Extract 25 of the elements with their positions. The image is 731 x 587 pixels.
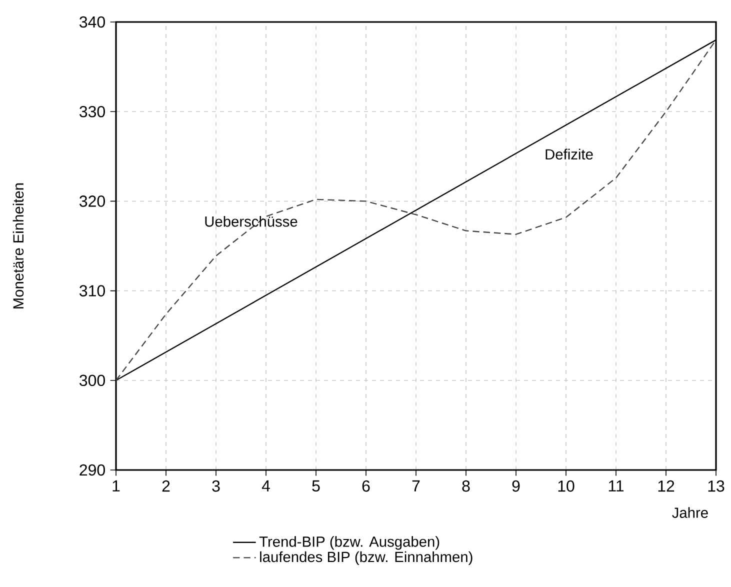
x-tick-label: 4: [262, 480, 270, 492]
x-tick-label: 8: [462, 480, 470, 492]
y-tick-label: 340: [80, 16, 105, 28]
x-tick-label: 9: [512, 480, 520, 492]
x-tick-label: 7: [412, 480, 420, 492]
x-tick-label: 5: [312, 480, 320, 492]
x-tick-label: 1: [112, 480, 120, 492]
x-tick-label: 6: [362, 480, 370, 492]
x-tick-label: 13: [708, 480, 724, 492]
y-axis-title: Monetäre Einheiten: [12, 183, 24, 308]
y-tick-label: 330: [80, 106, 105, 118]
y-tick-label: 290: [80, 464, 105, 476]
x-tick-label: 11: [608, 480, 624, 492]
annotation: Defizite: [546, 148, 593, 160]
x-tick-label: 10: [558, 480, 574, 492]
y-tick-label: 300: [80, 374, 105, 386]
x-axis-title: Jahre: [672, 507, 708, 518]
legend-label: laufendes BIP (bzw. Einnahmen): [260, 551, 472, 566]
annotation: Ueberschüsse: [205, 216, 298, 227]
x-tick-label: 2: [162, 480, 170, 492]
y-tick-label: 310: [80, 285, 105, 296]
x-tick-label: 12: [658, 480, 674, 492]
x-tick-label: 3: [212, 480, 220, 492]
legend-label: Trend-BIP (bzw. Ausgaben): [259, 536, 440, 550]
y-tick-label: 320: [80, 196, 105, 207]
